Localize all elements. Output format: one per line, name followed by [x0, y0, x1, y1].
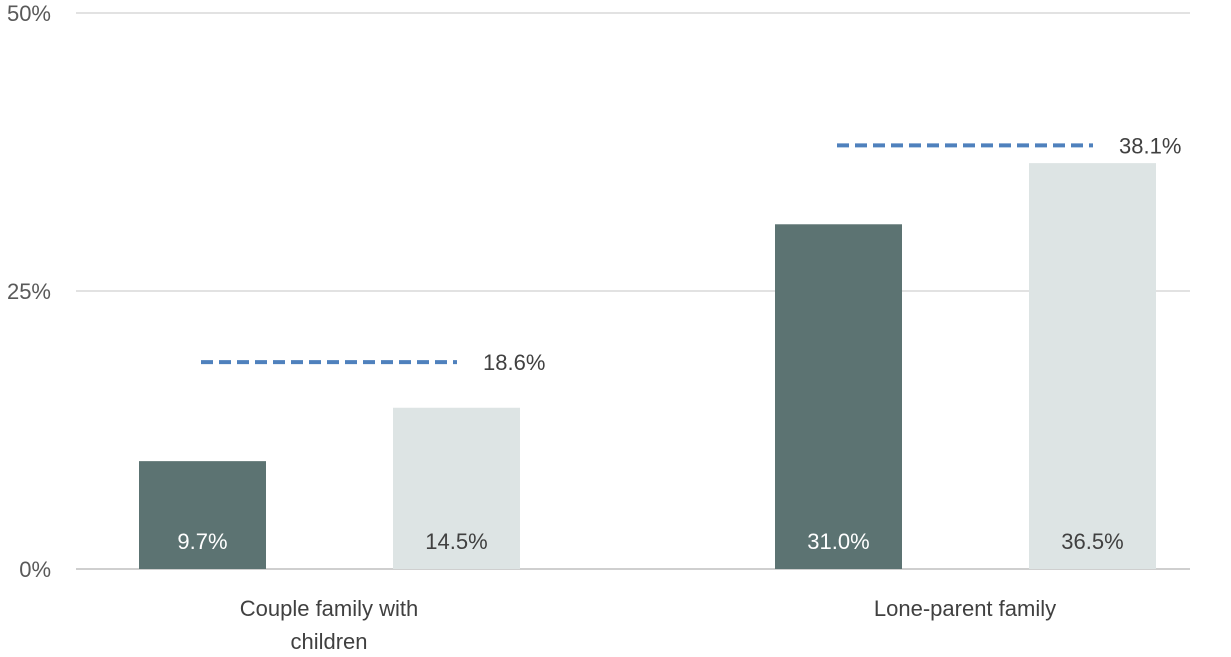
bar-value-label: 9.7%	[177, 529, 227, 554]
reference-line-label: 18.6%	[483, 350, 545, 375]
bar-value-label: 36.5%	[1061, 529, 1123, 554]
category-labels: Couple family with children Lone-parent fa…	[240, 596, 1056, 654]
bar	[775, 224, 902, 569]
y-tick-label: 25%	[7, 279, 51, 304]
y-tick-label: 0%	[19, 557, 51, 582]
y-axis-tick-labels: 0% 25% 50%	[7, 1, 51, 582]
category-label: Lone-parent family	[874, 596, 1056, 621]
reference-lines: 18.6% 38.1%	[201, 133, 1181, 375]
bar	[393, 407, 520, 569]
category-label: children	[290, 629, 367, 654]
bar-value-label: 14.5%	[425, 529, 487, 554]
y-tick-label: 50%	[7, 1, 51, 26]
bar-value-label: 31.0%	[807, 529, 869, 554]
category-label: Couple family with	[240, 596, 419, 621]
reference-line-label: 38.1%	[1119, 133, 1181, 158]
bar	[1029, 163, 1156, 569]
bar	[139, 461, 266, 569]
bars: 9.7% 31.0% 14.5% 36.5%	[139, 163, 1156, 569]
